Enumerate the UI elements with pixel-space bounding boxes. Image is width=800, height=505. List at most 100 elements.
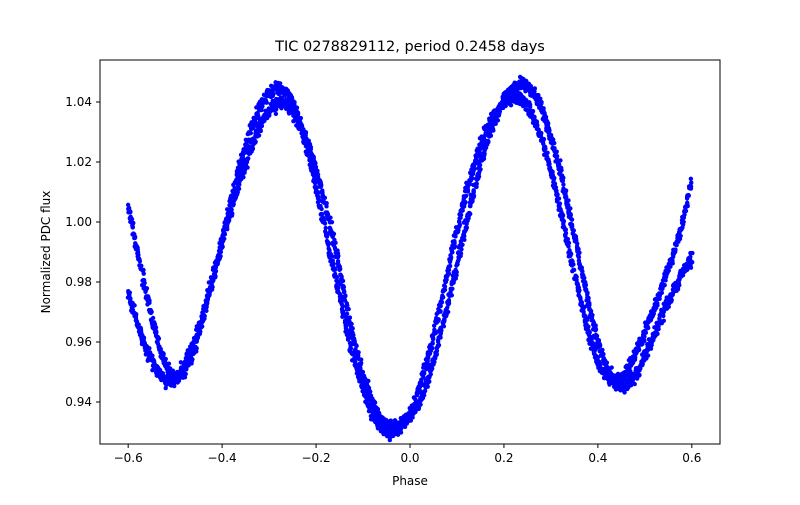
data-point: [341, 284, 347, 290]
data-point: [209, 287, 215, 292]
data-point: [222, 236, 227, 241]
data-point: [508, 103, 514, 108]
data-point: [666, 304, 671, 310]
data-point: [587, 302, 592, 308]
data-point: [133, 314, 139, 319]
data-point: [172, 383, 177, 389]
data-point: [661, 318, 667, 324]
data-point: [348, 346, 354, 351]
data-point: [586, 297, 591, 303]
data-point: [226, 218, 232, 223]
data-point: [568, 206, 573, 211]
data-point: [469, 176, 475, 181]
data-point: [577, 250, 582, 255]
data-point: [430, 341, 435, 346]
data-point: [341, 290, 347, 295]
data-point: [689, 180, 694, 185]
data-point: [335, 252, 340, 257]
data-point: [560, 213, 566, 218]
data-point: [136, 322, 141, 327]
data-point: [329, 253, 335, 259]
data-point: [358, 360, 364, 366]
data-point: [199, 320, 204, 325]
data-point: [182, 367, 187, 372]
data-point: [556, 162, 562, 167]
data-point: [447, 263, 453, 269]
y-tick-label: 0.94: [65, 395, 92, 409]
data-point: [555, 192, 560, 197]
data-point: [138, 327, 144, 333]
data-point: [536, 92, 541, 98]
data-point: [434, 348, 440, 353]
data-point: [366, 385, 372, 391]
data-point: [471, 193, 477, 198]
data-point: [194, 337, 200, 343]
data-point: [366, 378, 371, 384]
data-point: [141, 271, 146, 276]
data-point: [368, 389, 373, 394]
data-point: [476, 174, 482, 179]
data-point: [468, 211, 473, 217]
data-point: [685, 202, 690, 208]
data-point: [688, 254, 693, 260]
data-point: [477, 149, 482, 154]
data-point: [319, 206, 324, 212]
data-point: [539, 130, 544, 136]
data-point: [458, 251, 464, 256]
data-point: [604, 360, 610, 365]
data-point: [569, 217, 575, 222]
data-point: [568, 253, 573, 259]
data-point: [441, 324, 447, 329]
data-point: [561, 182, 566, 187]
data-point: [452, 242, 457, 248]
data-point: [340, 304, 346, 309]
data-point: [471, 167, 476, 173]
data-point: [538, 96, 543, 101]
data-point: [636, 347, 642, 353]
data-point: [178, 360, 184, 365]
data-point: [488, 133, 493, 138]
data-point: [442, 287, 448, 293]
data-point: [432, 359, 437, 365]
data-point: [303, 131, 309, 136]
data-point: [264, 100, 269, 105]
data-point: [449, 248, 455, 253]
data-point: [150, 315, 156, 321]
data-point: [670, 261, 675, 266]
data-point: [230, 211, 235, 216]
data-point: [218, 249, 224, 255]
data-point: [545, 121, 551, 126]
data-point: [584, 317, 590, 323]
data-point: [245, 165, 250, 170]
data-point: [585, 290, 590, 296]
data-point: [132, 303, 137, 308]
data-point: [256, 133, 262, 138]
data-point: [454, 269, 459, 275]
data-point: [220, 244, 225, 250]
data-point: [328, 215, 333, 220]
data-point: [248, 130, 253, 136]
data-point: [462, 228, 468, 234]
data-point: [297, 118, 302, 123]
data-point: [166, 373, 171, 379]
x-tick-label: 0.4: [588, 451, 607, 465]
data-point: [153, 328, 158, 333]
data-point: [663, 278, 668, 283]
data-point: [402, 424, 408, 430]
data-point: [346, 336, 351, 341]
data-point: [546, 159, 552, 165]
data-point: [137, 257, 142, 262]
data-point: [662, 282, 667, 288]
data-point: [446, 267, 452, 273]
data-point: [218, 254, 223, 259]
data-point: [573, 236, 579, 242]
data-point: [312, 159, 317, 164]
data-point: [680, 273, 686, 278]
data-point: [438, 309, 443, 314]
data-point: [534, 119, 540, 124]
data-point: [552, 140, 557, 146]
data-point: [352, 338, 357, 343]
data-point: [458, 215, 463, 220]
data-point: [244, 160, 250, 165]
